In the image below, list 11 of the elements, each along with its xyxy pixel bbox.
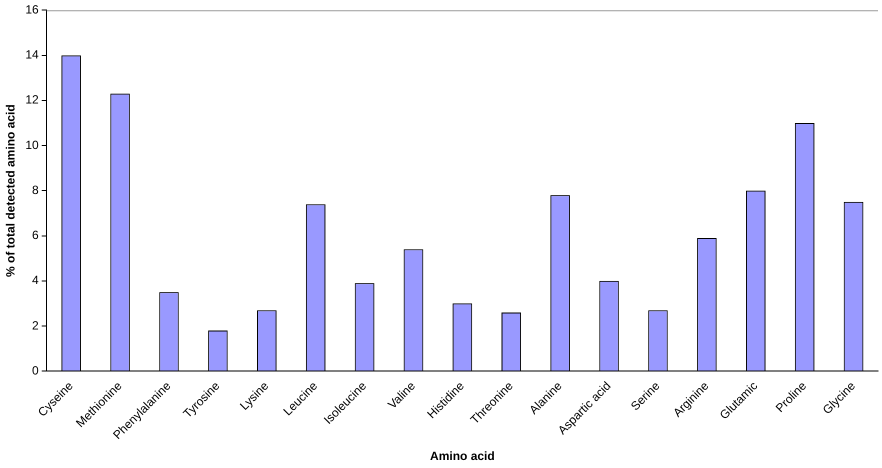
- y-tick-label: 16: [25, 2, 40, 17]
- x-axis-title: Amino acid: [430, 449, 495, 464]
- y-tick-label: 10: [25, 138, 40, 152]
- y-tick-label: 6: [32, 228, 40, 242]
- y-tick-label: 2: [32, 318, 40, 332]
- y-tick-label: 4: [32, 273, 40, 288]
- y-tick-label: 0: [32, 363, 40, 378]
- y-tick-label: 8: [32, 182, 40, 197]
- y-axis-title: % of total detected amino acid: [4, 104, 18, 278]
- y-tick-label: 12: [25, 92, 40, 107]
- y-tick-label: 14: [25, 48, 40, 62]
